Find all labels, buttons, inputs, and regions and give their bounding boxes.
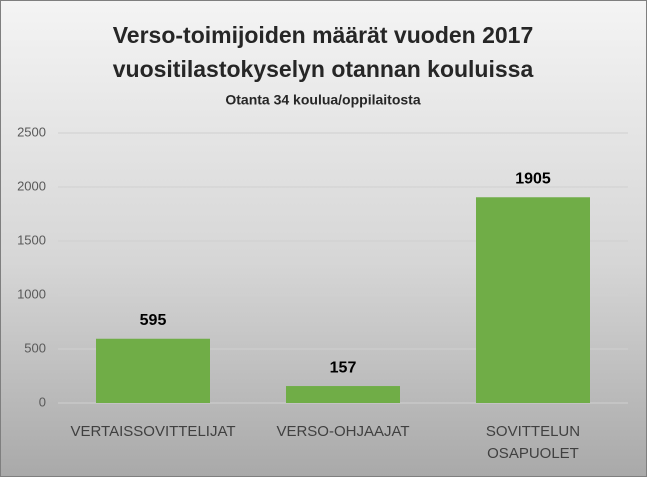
value-label: 157 (330, 359, 357, 376)
value-label: 1905 (515, 170, 551, 187)
y-tick-label: 0 (39, 394, 46, 409)
bar (476, 197, 590, 403)
x-tick-label: SOVITTELUN OSAPUOLET (486, 423, 580, 462)
x-tick-label: VERTAISSOVITTELIJAT (70, 423, 235, 440)
chart-subtitle: Otanta 34 koulua/oppilaitosta (225, 92, 420, 108)
y-tick-label: 1000 (17, 286, 46, 301)
x-tick-label: VERSO-OHJAAJAT (276, 423, 409, 440)
y-tick-label: 2000 (17, 178, 46, 193)
y-tick-label: 2500 (17, 124, 46, 139)
chart-title: vuositilastokyselyn otannan kouluissa (113, 56, 534, 82)
bar (96, 338, 210, 403)
chart-title: Verso-toimijoiden määrät vuoden 2017 (113, 22, 534, 48)
value-label: 595 (140, 312, 167, 329)
bar (286, 386, 400, 403)
y-tick-label: 1500 (17, 232, 46, 247)
y-tick-label: 500 (24, 340, 46, 355)
